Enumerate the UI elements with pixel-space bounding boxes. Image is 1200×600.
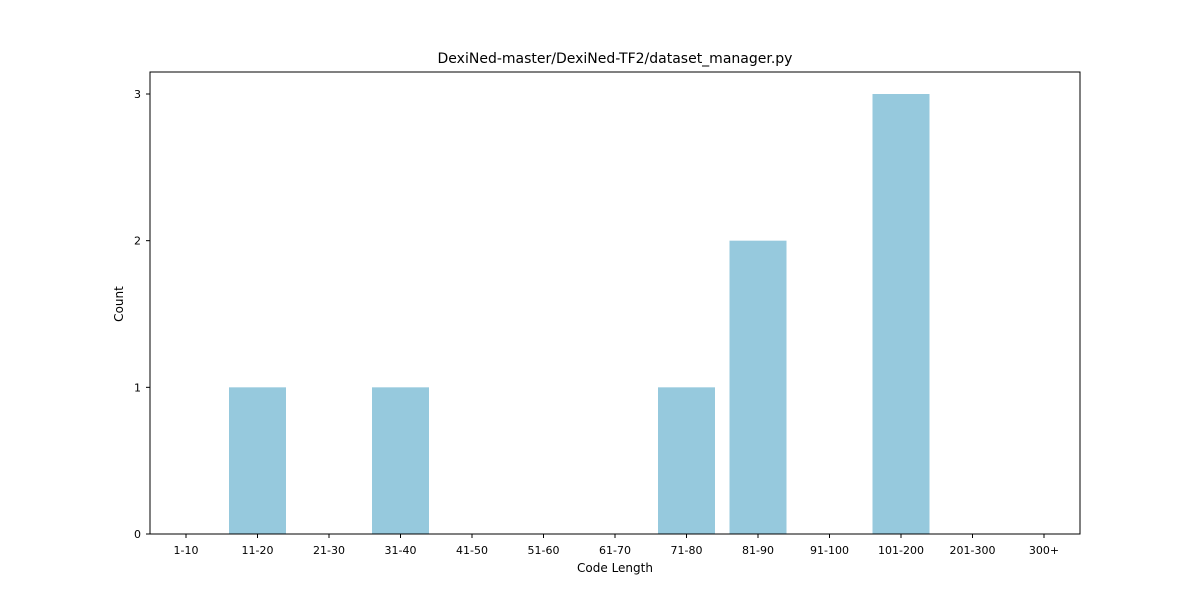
x-axis-ticks: 1-10 11-20 21-30 31-40 41-50 51-60 61-70 71-80 8…	[174, 534, 1059, 557]
bars-group	[229, 94, 930, 534]
x-tick-label: 31-40	[385, 544, 417, 557]
x-tick-label: 61-70	[599, 544, 631, 557]
x-tick-label: 91-100	[810, 544, 849, 557]
y-axis-ticks: 0 1 2 3	[134, 88, 150, 541]
bar-101-200	[872, 94, 930, 534]
y-tick-label: 1	[134, 381, 141, 394]
bar-11-20	[229, 387, 286, 534]
x-tick-label: 11-20	[242, 544, 274, 557]
y-tick-label: 2	[134, 235, 141, 248]
bar-31-40	[372, 387, 429, 534]
bar-81-90	[729, 240, 787, 534]
x-tick-label: 21-30	[313, 544, 345, 557]
x-tick-label: 51-60	[528, 544, 560, 557]
x-tick-label: 41-50	[456, 544, 488, 557]
chart-title: DexiNed-master/DexiNed-TF2/dataset_manag…	[438, 51, 793, 67]
y-axis-label: Count	[112, 286, 126, 322]
y-tick-label: 3	[134, 88, 141, 101]
plot-frame	[149, 71, 1081, 535]
y-tick-label: 0	[134, 528, 141, 541]
x-axis-label: Code Length	[577, 561, 653, 575]
bar-71-80	[658, 387, 715, 534]
x-tick-label: 300+	[1029, 544, 1059, 557]
x-tick-label: 81-90	[742, 544, 774, 557]
x-tick-label: 1-10	[174, 544, 199, 557]
x-tick-label: 71-80	[671, 544, 703, 557]
x-tick-label: 101-200	[878, 544, 924, 557]
x-tick-label: 201-300	[950, 544, 996, 557]
